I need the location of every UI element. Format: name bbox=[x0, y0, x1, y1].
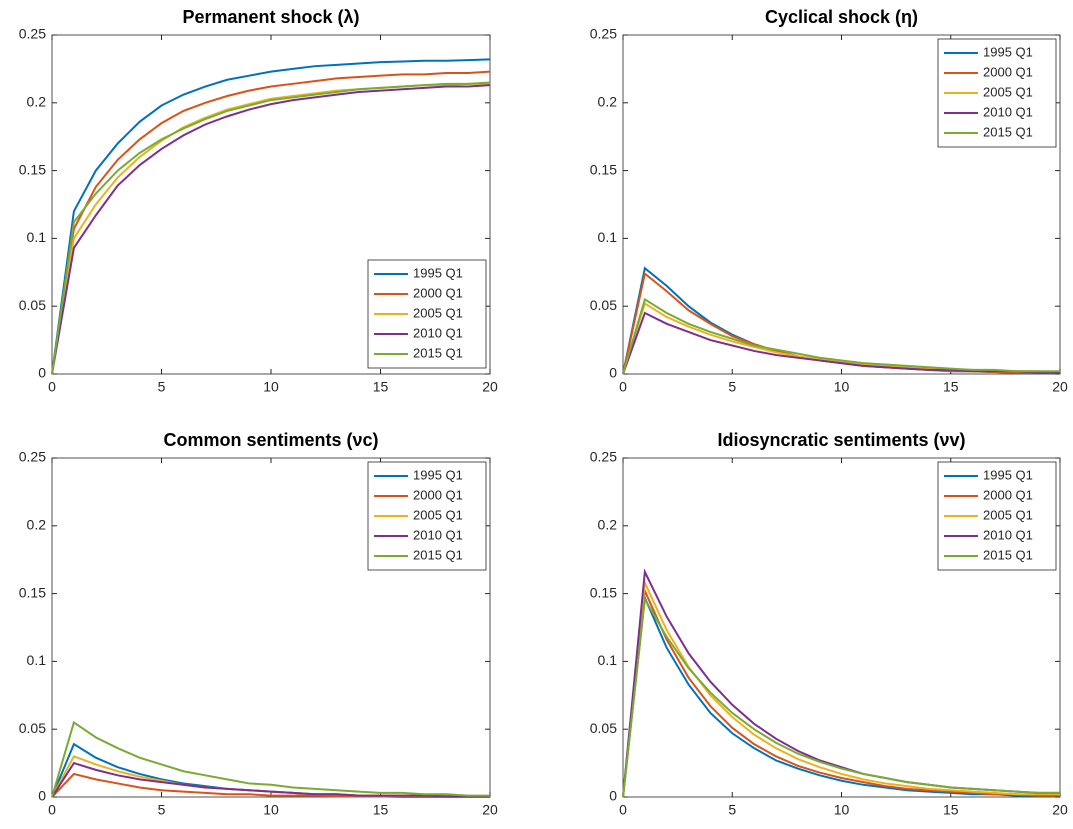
y-tick-label: 0.1 bbox=[598, 652, 618, 668]
x-tick-label: 5 bbox=[728, 802, 736, 818]
legend-label: 2000 Q1 bbox=[413, 285, 463, 300]
x-tick-label: 15 bbox=[373, 379, 389, 395]
chart-title: Common sentiments (νc) bbox=[163, 430, 378, 450]
y-tick-label: 0.15 bbox=[590, 584, 617, 600]
y-tick-label: 0.05 bbox=[19, 720, 46, 736]
series-line bbox=[622, 311, 1060, 375]
y-tick-label: 0.2 bbox=[598, 517, 618, 533]
legend-label: 2015 Q1 bbox=[413, 547, 463, 562]
y-tick-label: 0.1 bbox=[27, 229, 47, 245]
y-tick-label: 0.25 bbox=[19, 26, 46, 42]
y-tick-label: 0.15 bbox=[19, 584, 46, 600]
legend-label: 2005 Q1 bbox=[983, 84, 1033, 99]
x-tick-label: 10 bbox=[263, 802, 279, 818]
y-tick-label: 0 bbox=[38, 788, 46, 804]
y-tick-label: 0.05 bbox=[19, 297, 46, 313]
legend-label: 2005 Q1 bbox=[413, 305, 463, 320]
series-line bbox=[622, 297, 1060, 375]
x-tick-label: 20 bbox=[1052, 802, 1068, 818]
x-tick-label: 5 bbox=[158, 802, 166, 818]
y-tick-label: 0.1 bbox=[27, 652, 47, 668]
x-tick-label: 15 bbox=[943, 802, 959, 818]
y-tick-label: 0.15 bbox=[19, 161, 46, 177]
legend-label: 2015 Q1 bbox=[983, 124, 1033, 139]
x-tick-label: 0 bbox=[48, 379, 56, 395]
legend-label: 2010 Q1 bbox=[983, 104, 1033, 119]
y-tick-label: 0.1 bbox=[598, 229, 618, 245]
legend-label: 2015 Q1 bbox=[413, 345, 463, 360]
legend-label: 2010 Q1 bbox=[413, 527, 463, 542]
legend-label: 1995 Q1 bbox=[983, 44, 1033, 59]
x-tick-label: 15 bbox=[943, 379, 959, 395]
x-tick-label: 15 bbox=[373, 802, 389, 818]
y-tick-label: 0.2 bbox=[27, 94, 47, 110]
y-tick-label: 0.25 bbox=[590, 449, 617, 465]
legend-label: 2000 Q1 bbox=[983, 64, 1033, 79]
x-tick-label: 0 bbox=[619, 802, 627, 818]
legend-label: 2005 Q1 bbox=[413, 507, 463, 522]
y-tick-label: 0.25 bbox=[19, 449, 46, 465]
legend-label: 2015 Q1 bbox=[983, 547, 1033, 562]
y-tick-label: 0.05 bbox=[590, 720, 617, 736]
x-tick-label: 20 bbox=[482, 802, 498, 818]
x-tick-label: 10 bbox=[263, 379, 279, 395]
chart-title: Idiosyncratic sentiments (νv) bbox=[717, 430, 965, 450]
legend-label: 2000 Q1 bbox=[983, 487, 1033, 502]
y-tick-label: 0 bbox=[38, 365, 46, 381]
series-line bbox=[51, 81, 491, 375]
x-tick-label: 5 bbox=[728, 379, 736, 395]
series-line bbox=[51, 772, 490, 798]
x-tick-label: 0 bbox=[48, 802, 56, 818]
legend-label: 2010 Q1 bbox=[413, 325, 463, 340]
chart-title: Cyclical shock (η) bbox=[765, 7, 918, 27]
x-tick-label: 20 bbox=[1052, 379, 1068, 395]
legend-label: 1995 Q1 bbox=[413, 467, 463, 482]
legend-label: 2000 Q1 bbox=[413, 487, 463, 502]
series-line bbox=[51, 58, 491, 375]
y-tick-label: 0.05 bbox=[590, 297, 617, 313]
series-line bbox=[622, 595, 1060, 798]
x-tick-label: 20 bbox=[482, 379, 498, 395]
x-tick-label: 10 bbox=[834, 379, 850, 395]
x-tick-label: 0 bbox=[619, 379, 627, 395]
series-line bbox=[51, 761, 490, 798]
legend-label: 1995 Q1 bbox=[983, 467, 1033, 482]
series-line bbox=[622, 587, 1060, 798]
y-tick-label: 0 bbox=[609, 365, 617, 381]
legend-label: 2010 Q1 bbox=[983, 527, 1033, 542]
series-line bbox=[51, 720, 490, 798]
x-tick-label: 5 bbox=[158, 379, 166, 395]
y-tick-label: 0.15 bbox=[590, 161, 617, 177]
legend-label: 2005 Q1 bbox=[983, 507, 1033, 522]
series-line bbox=[51, 70, 491, 375]
y-tick-label: 0.2 bbox=[27, 517, 47, 533]
y-tick-label: 0.2 bbox=[598, 94, 618, 110]
chart-title: Permanent shock (λ) bbox=[182, 7, 359, 27]
series-line bbox=[51, 84, 491, 375]
y-tick-label: 0 bbox=[609, 788, 617, 804]
legend-label: 1995 Q1 bbox=[413, 265, 463, 280]
x-tick-label: 10 bbox=[834, 802, 850, 818]
y-tick-label: 0.25 bbox=[590, 26, 617, 42]
